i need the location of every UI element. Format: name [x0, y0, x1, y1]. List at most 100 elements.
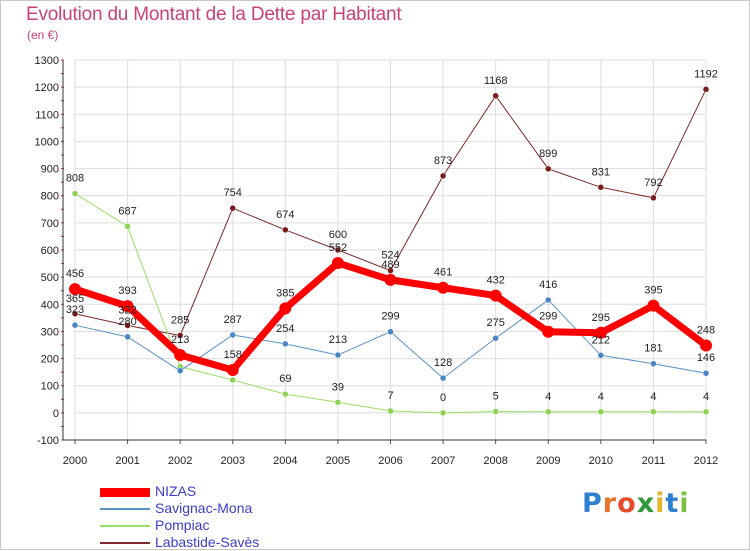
x-tick-label: 2003: [221, 455, 245, 467]
data-label-labastide-sav-s: 754: [224, 187, 242, 199]
data-label-savignac-mona: 128: [434, 357, 452, 369]
y-tick-label: 1100: [35, 109, 59, 121]
x-tick-label: 2012: [694, 455, 718, 467]
data-label-labastide-sav-s: 899: [539, 148, 557, 160]
data-label-pompiac: 69: [279, 373, 291, 385]
y-tick-label: 300: [41, 326, 59, 338]
data-label-nizas: 393: [118, 285, 136, 297]
y-tick-label: 800: [41, 191, 59, 203]
chart-title: Evolution du Montant de la Dette par Hab…: [26, 4, 402, 25]
logo-letter: o: [617, 488, 637, 519]
logo-letter: i: [655, 488, 666, 519]
series-savignac-mona: [71, 296, 710, 382]
data-point-nizas: [437, 281, 450, 294]
y-tick-label: 900: [41, 164, 59, 176]
data-label-labastide-sav-s: 831: [592, 166, 610, 178]
data-label-savignac-mona: 254: [276, 323, 294, 335]
data-point-pompiac: [71, 190, 79, 197]
logo-letter: i: [679, 488, 690, 519]
data-label-labastide-sav-s: 674: [276, 209, 294, 221]
data-point-labastide-sav-s: [282, 226, 289, 234]
data-label-nizas: 213: [171, 334, 189, 346]
y-tick-label: 1000: [35, 136, 59, 148]
data-label-pompiac: 808: [66, 173, 84, 185]
logo-letter: P: [582, 488, 603, 519]
y-tick-label: 400: [41, 299, 59, 311]
data-point-savignac-mona: [387, 328, 394, 335]
y-tick-label: 100: [41, 381, 59, 393]
data-label-pompiac: 39: [332, 381, 344, 393]
data-label-labastide-sav-s: 322: [118, 304, 136, 316]
data-point-pompiac: [545, 408, 552, 416]
data-label-labastide-sav-s: 792: [644, 177, 662, 189]
proxiti-logo: Proxiti: [582, 488, 690, 519]
data-point-labastide-sav-s: [650, 194, 657, 202]
data-label-savignac-mona: 212: [592, 334, 610, 346]
data-point-nizas: [700, 339, 712, 352]
logo-letter: t: [665, 488, 680, 519]
data-point-nizas: [279, 302, 292, 315]
data-point-pompiac: [702, 408, 710, 416]
data-point-nizas: [226, 363, 239, 376]
logo-letter: r: [602, 488, 618, 519]
legend-label-labastide-sav-s: Labastide-Savès: [155, 534, 260, 550]
data-label-nizas: 158: [224, 349, 242, 361]
data-point-savignac-mona: [439, 374, 447, 382]
data-point-savignac-mona: [71, 321, 79, 329]
data-point-nizas: [121, 300, 134, 313]
data-label-nizas: 456: [66, 268, 84, 280]
data-label-nizas: 385: [276, 287, 294, 299]
data-label-savignac-mona: 416: [539, 279, 557, 291]
data-label-nizas: 395: [644, 285, 662, 297]
data-label-labastide-sav-s: 524: [381, 250, 399, 262]
x-tick-label: 2011: [642, 455, 666, 467]
data-point-savignac-mona: [334, 351, 342, 359]
data-point-savignac-mona: [176, 367, 184, 375]
x-tick-label: 2010: [589, 455, 613, 467]
data-point-nizas: [647, 299, 660, 312]
data-label-labastide-sav-s: 365: [66, 293, 84, 305]
data-point-pompiac: [124, 223, 131, 230]
data-label-savignac-mona: 275: [486, 317, 504, 329]
legend-label-pompiac: Pompiac: [155, 517, 210, 533]
data-label-nizas: 299: [539, 311, 557, 323]
data-point-nizas: [384, 273, 397, 286]
series-pompiac: [71, 190, 710, 417]
x-tick-label: 2006: [378, 455, 402, 467]
data-label-savignac-mona: 181: [644, 343, 662, 355]
data-label-labastide-sav-s: 285: [171, 315, 189, 327]
data-point-labastide-sav-s: [334, 246, 342, 254]
data-label-pompiac: 4: [545, 391, 551, 403]
data-label-savignac-mona: 287: [224, 314, 242, 326]
data-point-savignac-mona: [282, 340, 289, 348]
legend-swatch-labastide-sav-s: [100, 542, 150, 544]
y-tick-label: 0: [53, 408, 59, 420]
data-point-savignac-mona: [492, 334, 499, 342]
data-point-savignac-mona: [229, 331, 236, 339]
data-label-savignac-mona: 213: [329, 334, 347, 346]
data-label-pompiac: 0: [440, 392, 446, 404]
y-tick-label: 1300: [35, 55, 59, 67]
data-point-savignac-mona: [545, 296, 552, 304]
data-point-labastide-sav-s: [597, 184, 605, 191]
y-tick-label: 200: [41, 354, 59, 366]
legend-swatch-pompiac: [100, 525, 150, 527]
data-point-savignac-mona: [650, 360, 657, 367]
data-point-nizas: [542, 325, 555, 338]
data-label-savignac-mona: 299: [381, 311, 399, 323]
data-label-nizas: 461: [434, 267, 452, 279]
data-point-nizas: [174, 349, 187, 362]
data-point-savignac-mona: [124, 333, 131, 341]
y-tick-label: 700: [41, 218, 59, 230]
data-point-pompiac: [492, 408, 499, 415]
chart-unit: (en €): [27, 28, 59, 42]
legend-swatch-nizas: [100, 487, 150, 497]
data-point-nizas: [69, 283, 81, 296]
data-labels: 3653222857546746005248731168899831792119…: [66, 68, 718, 404]
data-point-pompiac: [597, 408, 605, 416]
x-tick-label: 2004: [273, 455, 297, 467]
data-point-pompiac: [387, 407, 394, 415]
data-label-savignac-mona: 146: [697, 352, 715, 364]
data-point-pompiac: [334, 399, 342, 406]
